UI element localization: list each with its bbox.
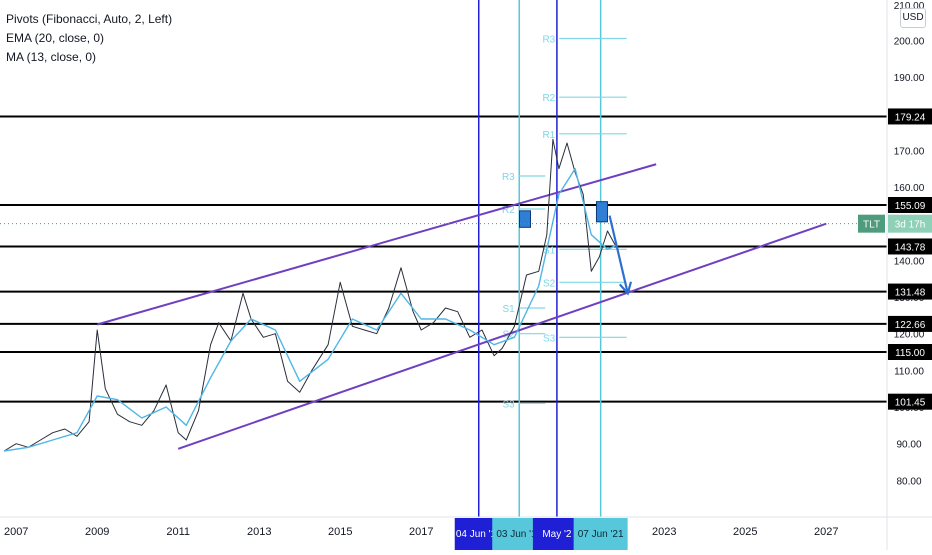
y-tick-label: 140.00 (894, 256, 925, 267)
date-tag-label: 07 Jun '21 (578, 529, 624, 540)
y-tick-label: 90.00 (896, 440, 921, 451)
level-price-label: 143.78 (895, 242, 926, 253)
pivot-level-label: S1 (503, 304, 516, 315)
x-tick-label: 2007 (4, 526, 28, 538)
y-tick-label: 160.00 (894, 183, 925, 194)
pivot-level-label: S2 (543, 278, 556, 289)
pivot-level-label: R3 (542, 35, 555, 46)
position-marker-box[interactable] (595, 201, 608, 223)
pivot-level-label: R3 (502, 172, 515, 183)
legend-ma[interactable]: MA (13, close, 0) (6, 50, 97, 64)
x-tick-label: 2011 (166, 526, 190, 538)
pivot-level-label: R2 (542, 93, 555, 104)
ticker-symbol-tag[interactable] (858, 214, 885, 233)
level-price-tag (888, 393, 932, 410)
level-price-label: 155.09 (895, 201, 926, 212)
date-tag (573, 518, 628, 550)
x-tick-label: 2015 (328, 526, 352, 538)
level-price-tag (888, 315, 932, 332)
date-tag-label: 04 Jun '18 (456, 529, 502, 540)
countdown-tag (888, 214, 932, 233)
currency-button[interactable]: USD (900, 8, 926, 28)
x-tick-label: 2009 (85, 526, 109, 538)
ema-series-line[interactable] (3, 168, 616, 452)
forecast-arrow-head (618, 281, 633, 296)
x-tick-label: 2027 (814, 526, 838, 538)
date-tag (532, 518, 581, 550)
date-tag-label: 03 Jun '19 (496, 529, 542, 540)
price-series-line[interactable] (3, 138, 617, 452)
level-price-tag (888, 108, 932, 125)
level-price-label: 101.45 (895, 398, 926, 409)
y-tick-label: 200.00 (894, 36, 925, 47)
date-tag-label: May '2 (542, 529, 572, 540)
level-price-tag (888, 197, 932, 214)
pivot-level-label: S3 (543, 333, 556, 344)
pivot-level-label: S1 (543, 245, 556, 256)
y-tick-label: 80.00 (896, 476, 921, 487)
trend-channel-lower[interactable] (177, 222, 827, 450)
ticker-symbol-label: TLT (863, 220, 880, 231)
pivot-level-label: S2 (503, 330, 516, 341)
x-tick-label: 2017 (409, 526, 433, 538)
level-price-label: 131.48 (895, 288, 926, 299)
x-tick-label: 2025 (733, 526, 757, 538)
plot-background (0, 0, 887, 550)
y-tick-label: 110.00 (894, 366, 924, 377)
level-price-label: 115.00 (895, 348, 925, 359)
pivot-level-label: R1 (542, 130, 555, 141)
y-tick-label: 120.00 (894, 330, 925, 341)
pivot-level-label: S3 (503, 399, 516, 410)
y-tick-label-partial: 210.00 (894, 1, 925, 12)
forecast-arrow-shaft[interactable] (608, 215, 629, 294)
level-price-label: 122.66 (895, 320, 926, 331)
legend-pivots[interactable]: Pivots (Fibonacci, Auto, 2, Left) (6, 12, 173, 26)
pivot-level-label: R2 (502, 205, 515, 216)
level-price-tag (888, 344, 932, 360)
x-tick-label: 2013 (247, 526, 271, 538)
position-marker-box[interactable] (519, 210, 532, 228)
x-tick-label: 2023 (652, 526, 676, 538)
trend-channel-upper[interactable] (96, 163, 657, 326)
level-price-label: 179.24 (895, 112, 926, 123)
legend-ema[interactable]: EMA (20, close, 0) (6, 31, 105, 45)
y-tick-label: 170.00 (894, 146, 925, 157)
countdown-label: 3d 17h (895, 220, 926, 231)
indicator-legend: Pivots (Fibonacci, Auto, 2, Left) EMA (2… (6, 10, 172, 67)
level-price-tag (888, 238, 932, 255)
y-tick-label: 190.00 (894, 73, 925, 84)
level-price-tag (888, 283, 932, 300)
